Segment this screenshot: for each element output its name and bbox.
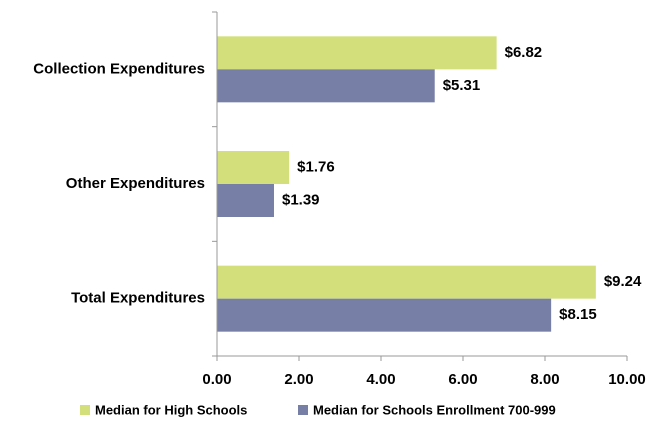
legend-label: Median for Schools Enrollment 700-999	[313, 402, 556, 417]
category-label: Other Expenditures	[66, 175, 205, 192]
x-tick-label: 10.00	[608, 371, 646, 388]
x-tick-label: 4.00	[366, 371, 395, 388]
bar	[217, 69, 435, 103]
bar	[217, 184, 274, 217]
category-label: Collection Expenditures	[33, 60, 205, 77]
value-label: $1.39	[282, 191, 320, 208]
legend-swatch	[80, 405, 90, 415]
x-tick-label: 2.00	[284, 371, 313, 388]
bar	[217, 151, 290, 184]
x-tick-label: 8.00	[530, 371, 559, 388]
value-label: $8.15	[559, 306, 597, 323]
bar	[217, 36, 497, 70]
legend-label: Median for High Schools	[95, 402, 247, 417]
x-tick-label: 6.00	[448, 371, 477, 388]
value-label: $6.82	[505, 44, 543, 61]
bar	[217, 265, 596, 299]
category-label: Total Expenditures	[71, 290, 205, 307]
value-label: $5.31	[443, 77, 481, 94]
value-label: $1.76	[297, 158, 335, 175]
legend-swatch	[298, 405, 308, 415]
value-label: $9.24	[604, 273, 642, 290]
bar	[217, 298, 552, 332]
x-tick-label: 0.00	[202, 371, 231, 388]
